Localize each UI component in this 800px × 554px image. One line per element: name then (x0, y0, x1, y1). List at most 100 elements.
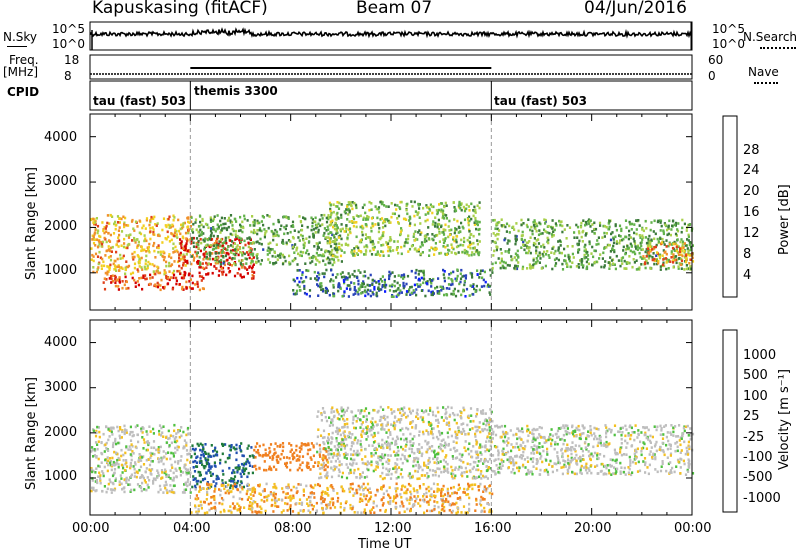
power-cell (209, 216, 212, 219)
power-cell (371, 283, 374, 286)
power-cell (140, 276, 143, 280)
power-cell (567, 253, 570, 257)
power-cell (388, 284, 391, 288)
velocity-cell (425, 491, 428, 495)
power-cell (344, 242, 347, 246)
power-cell (96, 268, 99, 271)
power-cell (476, 223, 479, 227)
power-cell (538, 253, 541, 257)
power-cell (138, 261, 141, 265)
power-cell (576, 236, 579, 239)
power-cell (236, 244, 239, 247)
power-cell (399, 207, 402, 211)
velocity-cell (170, 441, 173, 445)
power-cell (221, 237, 224, 241)
velocity-cell (98, 471, 101, 475)
power-cell (629, 242, 632, 246)
velocity-cell (386, 423, 389, 426)
velocity-cell (295, 459, 298, 462)
power-cell (348, 227, 352, 230)
power-cell (364, 294, 367, 298)
velocity-cell (172, 452, 175, 455)
power-cell (488, 291, 491, 294)
power-cell (553, 228, 556, 232)
velocity-cell (95, 489, 98, 492)
velocity-cell (427, 462, 430, 465)
power-cell (629, 222, 632, 226)
power-cell (466, 238, 469, 242)
power-cell (681, 226, 684, 230)
power-cell (117, 265, 120, 269)
velocity-cell (316, 435, 319, 439)
power-cell (691, 260, 695, 263)
power-cell (170, 232, 173, 235)
velocity-cbar-tick-1000: 1000 (743, 348, 777, 363)
power-cell (114, 259, 117, 263)
power-cell (434, 242, 437, 245)
power-cell (280, 224, 283, 228)
velocity-cell (110, 430, 113, 434)
power-cell (299, 220, 303, 224)
power-cell (647, 237, 650, 241)
velocity-cell (351, 505, 355, 509)
power-cell (332, 225, 335, 229)
velocity-cell (167, 475, 170, 479)
power-cell (215, 239, 218, 243)
power-cell (491, 262, 494, 266)
velocity-cell (316, 450, 319, 454)
power-cell (327, 216, 330, 219)
velocity-cell (298, 455, 301, 458)
power-cell (359, 271, 362, 274)
power-cell (537, 254, 540, 258)
power-cell (364, 233, 367, 236)
power-cell (144, 227, 147, 230)
power-cell (397, 251, 400, 255)
power-cell (543, 246, 546, 249)
power-cell (635, 232, 638, 236)
velocity-cell (192, 478, 195, 481)
power-cell (344, 211, 347, 215)
velocity-cell (487, 503, 490, 506)
velocity-cell (197, 470, 200, 474)
velocity-cell (480, 509, 484, 513)
power-cell (405, 290, 409, 293)
velocity-cell (272, 493, 275, 497)
power-cell (383, 278, 386, 282)
power-cell (471, 251, 474, 254)
velocity-cell (109, 480, 112, 484)
power-cell (137, 255, 140, 258)
velocity-cell (455, 501, 458, 505)
power-cell (399, 289, 402, 292)
velocity-cell (428, 468, 432, 472)
velocity-cell (321, 490, 324, 493)
power-cell (573, 231, 576, 234)
power-cell (241, 263, 244, 267)
velocity-cell (435, 435, 439, 439)
power-cell (359, 225, 362, 229)
power-cell (659, 229, 662, 232)
velocity-cell (108, 435, 111, 438)
velocity-cell (349, 486, 352, 490)
power-cell (427, 212, 430, 215)
power-cell (648, 241, 651, 245)
power-cell (448, 287, 451, 290)
power-cell (462, 244, 465, 247)
power-cell (336, 201, 339, 204)
power-cell (577, 243, 580, 246)
power-cell (382, 284, 386, 287)
station-title: Kapuskasing (fitACF) (92, 0, 268, 18)
velocity-cell (281, 487, 284, 490)
power-cell (149, 276, 152, 280)
power-cell (584, 234, 587, 237)
power-cell (221, 249, 224, 253)
power-cell (430, 205, 433, 208)
power-cell (306, 225, 309, 229)
velocity-cell (106, 469, 109, 473)
power-cell (595, 243, 598, 246)
power-cell (476, 273, 479, 276)
power-cell (671, 219, 675, 223)
power-cell (396, 281, 399, 285)
power-cell (573, 236, 576, 239)
power-cell (343, 290, 346, 293)
velocity-cell (320, 501, 323, 505)
